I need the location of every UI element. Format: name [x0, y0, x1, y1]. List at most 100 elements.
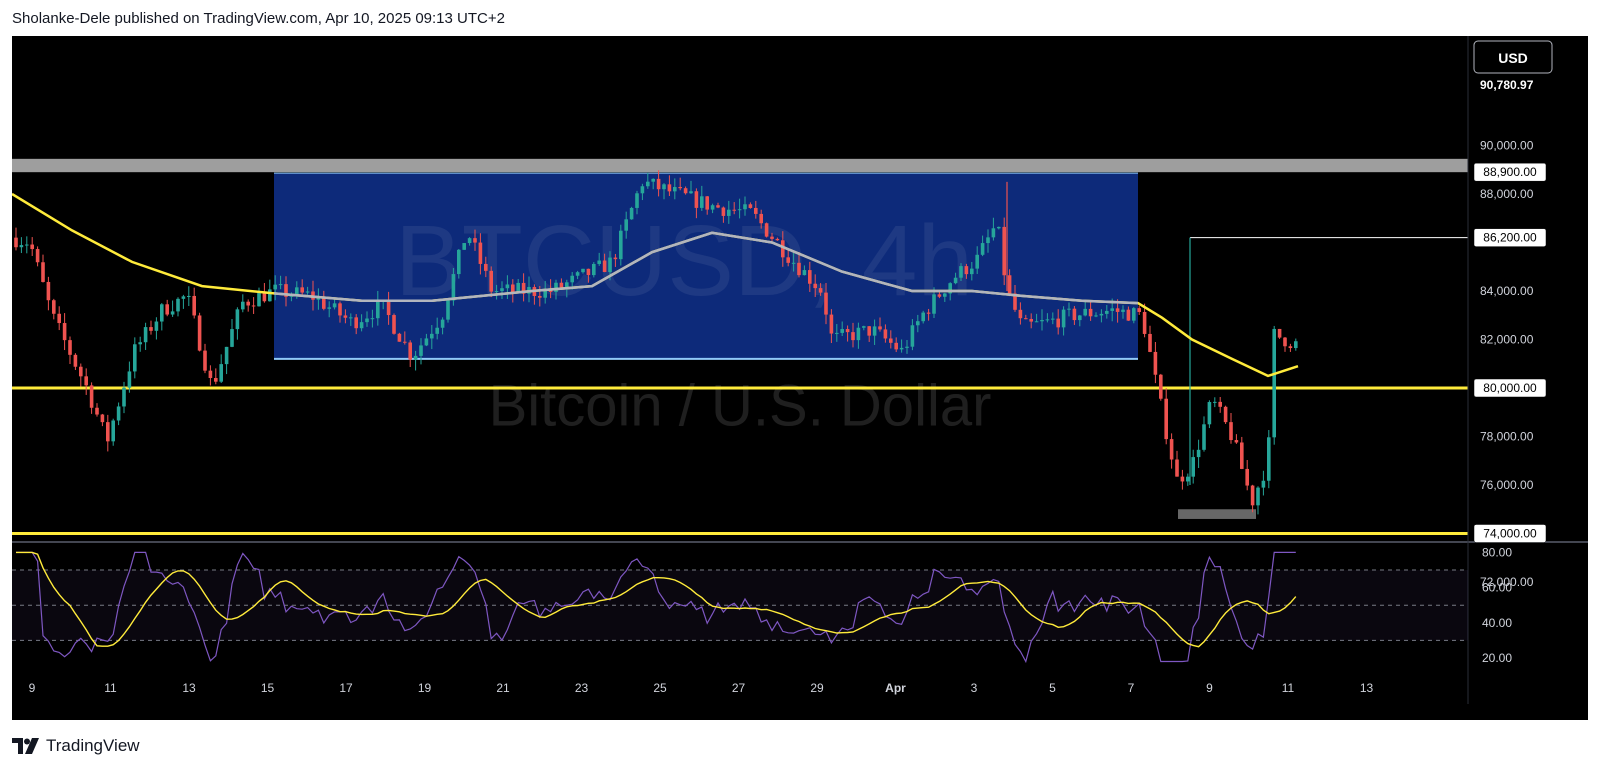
candle-body: [278, 284, 283, 286]
price-chart[interactable]: BTCUSD, 4h Bitcoin / U.S. Dollar 90,000.…: [12, 36, 1588, 720]
candle-body: [878, 326, 882, 330]
candle-body: [840, 329, 844, 333]
price-badge-label: 86,200.00: [1483, 231, 1537, 245]
candle-body: [403, 341, 407, 343]
candle-body: [737, 209, 742, 211]
candle-body: [511, 284, 515, 293]
candle-body: [84, 376, 88, 386]
time-tick-label: 21: [496, 681, 510, 695]
candle-body: [122, 387, 126, 407]
candle-body: [1153, 351, 1158, 375]
candle-body: [1207, 402, 1212, 425]
candle-body: [1267, 437, 1271, 481]
candle-body: [1196, 449, 1201, 458]
candle-body: [818, 288, 823, 293]
tradingview-logo-icon: [12, 738, 39, 754]
candle-body: [133, 344, 137, 372]
candle-body: [435, 327, 439, 334]
chart-panel[interactable]: BTCUSD, 4h Bitcoin / U.S. Dollar 90,000.…: [12, 36, 1588, 720]
candle-body: [138, 342, 142, 345]
candle-body: [813, 283, 817, 289]
candle-body: [883, 329, 888, 339]
candle-body: [1218, 401, 1222, 407]
time-tick-label: 9: [1206, 681, 1213, 695]
candle-body: [35, 249, 40, 263]
candle-body: [732, 209, 736, 211]
candle-body: [575, 272, 580, 276]
candle-body: [251, 305, 256, 307]
candle-body: [554, 282, 558, 292]
price-badge-label: 80,000.00: [1483, 381, 1537, 395]
time-tick-label: 23: [575, 681, 589, 695]
last-price-label: 90,780.97: [1480, 78, 1534, 92]
candle-body: [235, 309, 240, 330]
currency-button-label: USD: [1498, 50, 1528, 66]
candle-body: [478, 242, 483, 264]
price-badges: 88,900.00 86,200.00 80,000.00 74,000.00: [1473, 162, 1547, 543]
candle-body: [959, 266, 963, 278]
moving-average-line-in-range: [273, 231, 1139, 305]
candle-body: [273, 284, 277, 290]
candle-body: [678, 187, 682, 189]
candle-body: [1088, 308, 1093, 317]
candle-body: [635, 193, 639, 208]
candle-body: [597, 260, 601, 264]
candle-body: [68, 340, 72, 355]
candle-body: [95, 407, 99, 415]
time-axis[interactable]: 9 11 13 15 17 19 21 23 25 27 29 Apr 3 5 7 9 11 13: [29, 681, 1374, 695]
candle-body: [349, 317, 353, 319]
candle-body: [457, 249, 461, 275]
price-badge: [1473, 524, 1547, 543]
candle-body: [494, 291, 499, 293]
candle-body: [473, 238, 477, 243]
candle-body: [489, 270, 493, 292]
candle-body: [208, 370, 213, 379]
candle-body: [246, 301, 250, 306]
candle-body: [214, 378, 218, 382]
candle-body: [1078, 315, 1082, 321]
candle-body: [786, 257, 790, 263]
time-tick-label: 15: [261, 681, 275, 695]
rsi-axis[interactable]: 80.00 60.00 40.00 20.00: [1482, 545, 1512, 665]
candle-body: [905, 346, 909, 348]
candle-body: [619, 230, 623, 260]
time-tick-label: 9: [29, 681, 36, 695]
candle-body: [602, 260, 607, 272]
candle-body: [41, 262, 45, 282]
candle-body: [376, 300, 380, 319]
candle-body: [160, 304, 164, 322]
candle-body: [1213, 401, 1217, 403]
candle-body: [964, 266, 969, 275]
candle-body: [1007, 275, 1012, 294]
candle-body: [1072, 308, 1077, 321]
candles: [14, 170, 1298, 515]
candle-body: [970, 268, 974, 275]
candle-body: [656, 178, 661, 190]
time-tick-label: 17: [339, 681, 353, 695]
candle-body: [1024, 318, 1028, 320]
candle-body: [1288, 346, 1293, 349]
candle-body: [986, 237, 990, 244]
candle-body: [1186, 476, 1190, 482]
candle-body: [748, 204, 753, 208]
candle-body: [446, 300, 450, 320]
candle-body: [262, 293, 267, 302]
candle-body: [1283, 337, 1287, 347]
candle-body: [1061, 309, 1066, 328]
candle-body: [948, 283, 952, 294]
price-axis[interactable]: 90,000.00 88,000.00 84,000.00 82,000.00 78,0…: [1480, 139, 1534, 590]
candle-body: [1245, 468, 1249, 486]
candle-body: [19, 245, 24, 248]
candle-body: [586, 268, 591, 276]
candle-body: [581, 268, 585, 273]
candle-body: [332, 303, 337, 308]
price-tick-label: 78,000.00: [1480, 430, 1534, 444]
candle-body: [764, 223, 769, 237]
candle-body: [1256, 487, 1260, 506]
rsi-tick-label: 80.00: [1482, 545, 1512, 559]
candle-body: [424, 338, 429, 346]
candle-body: [862, 326, 866, 328]
currency-button[interactable]: USD: [1473, 40, 1553, 74]
candle-body: [176, 298, 180, 312]
candle-body: [700, 196, 704, 208]
